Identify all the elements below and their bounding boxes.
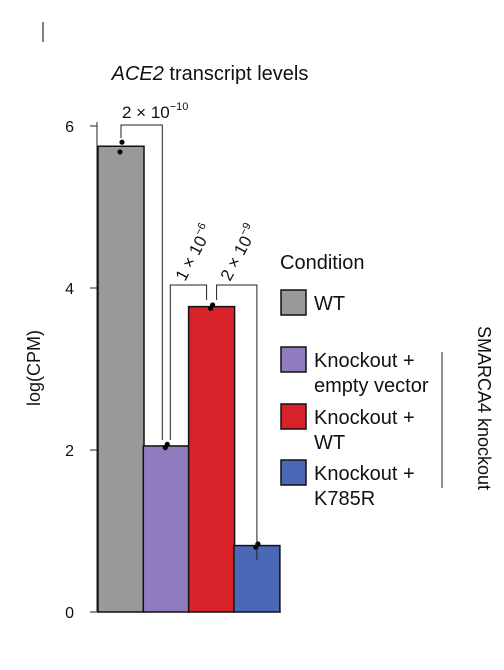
bracket-ko-wt-vs-k785r (216, 284, 258, 560)
legend-swatch-3 (280, 403, 307, 430)
p-value-2-base: 1 × 10 (172, 233, 211, 284)
legend-label-1: WT (314, 293, 345, 315)
bracket-wt-vs-empty (120, 124, 163, 440)
p-value-2-exponent: −6 (192, 221, 208, 238)
data-point (255, 541, 261, 547)
p-value-3-base: 2 × 10 (217, 233, 256, 284)
data-point (119, 139, 125, 145)
p-value-2: 1 × 10−6 (170, 221, 217, 284)
legend-label-2: Knockout + (314, 350, 415, 372)
bar-2 (142, 445, 191, 613)
data-point (210, 302, 216, 308)
p-value-3-exponent: −9 (237, 221, 253, 238)
legend-swatch-4 (280, 459, 307, 486)
significance-brackets: 2 × 10−101 × 10−62 × 10−9 (120, 101, 262, 560)
p-value-1: 2 × 10−10 (122, 101, 188, 122)
p-value-3: 2 × 10−9 (215, 221, 262, 284)
y-tick-label: 4 (65, 281, 74, 298)
data-points (117, 139, 261, 550)
legend-swatch-2 (280, 346, 307, 373)
bar-1 (97, 145, 145, 613)
bars (97, 145, 281, 613)
legend-label-4: K785R (314, 488, 375, 510)
chart-title-rest: transcript levels (164, 63, 309, 85)
legend-label-4: Knockout + (314, 463, 415, 485)
y-axis-label: log(CPM) (24, 330, 44, 406)
data-point (117, 149, 123, 155)
legend-label-2: empty vector (314, 375, 429, 397)
legend-group-label: SMARCA4 knockout (474, 326, 494, 490)
bracket-empty-vs-ko-wt (169, 284, 208, 440)
chart-title: ACE2 transcript levels (111, 63, 309, 85)
legend-swatch-1 (280, 289, 307, 316)
bar-3 (187, 305, 236, 613)
y-tick-label: 2 (65, 443, 74, 460)
y-tick-label: 0 (65, 605, 74, 622)
chart-title-gene: ACE2 (111, 63, 164, 85)
legend-title: Condition (280, 252, 365, 274)
legend-label-3: Knockout + (314, 407, 415, 429)
y-tick-label: 6 (65, 119, 74, 136)
data-point (164, 441, 170, 447)
legend-label-3: WT (314, 432, 345, 454)
p-value-1-base: 2 × 10 (122, 103, 170, 122)
p-value-1-exponent: −10 (170, 101, 189, 113)
legend: Condition WT Knockout + empty vector Knockou… (280, 252, 494, 510)
